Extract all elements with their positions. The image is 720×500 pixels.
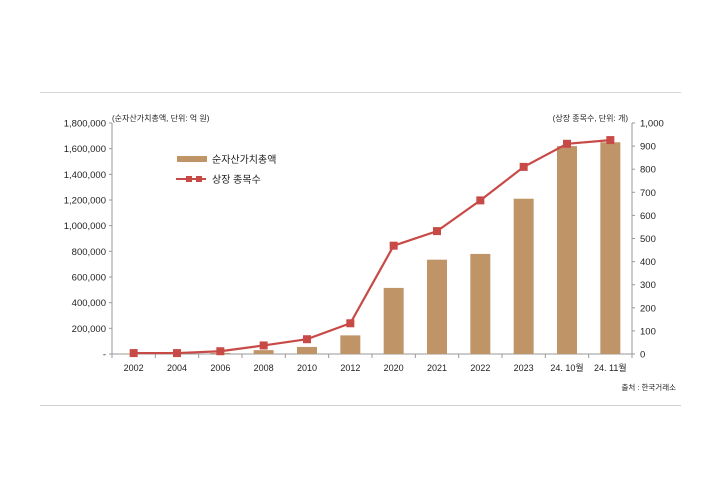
right-tick-label: 300 <box>640 280 656 291</box>
line-point <box>303 335 311 344</box>
line-point <box>563 139 571 148</box>
right-axis-label: (상장 종목수, 단위: 개) <box>553 113 629 123</box>
left-tick-label: - <box>103 350 106 361</box>
right-tick-label: 600 <box>640 211 656 222</box>
bar <box>470 253 491 354</box>
line-point <box>346 319 355 328</box>
x-tick-label: 2023 <box>514 363 534 373</box>
x-tick-label: 2012 <box>340 363 360 373</box>
left-tick-label: 400,000 <box>72 298 106 309</box>
left-axis-label: (순자산가치총액, 단위: 억 원) <box>112 113 210 123</box>
x-tick-label: 2008 <box>254 363 274 373</box>
legend-bar-swatch <box>177 156 207 162</box>
x-tick-label: 24. 10월 <box>550 362 583 373</box>
left-tick-label: 1,600,000 <box>64 144 106 155</box>
bar <box>427 259 447 354</box>
line-point <box>606 136 615 145</box>
right-tick-label: 900 <box>640 142 656 153</box>
legend-line-marker <box>196 176 202 182</box>
right-tick-label: 400 <box>640 257 656 268</box>
bar <box>600 142 621 354</box>
bar <box>297 346 317 354</box>
legend-line-marker <box>186 176 192 182</box>
line-point <box>433 227 441 236</box>
left-tick-label: 1,400,000 <box>64 170 106 181</box>
x-tick-label: 2022 <box>470 363 490 373</box>
left-tick-label: 1,000,000 <box>64 221 106 232</box>
line-point <box>389 241 398 250</box>
x-tick-label: 2006 <box>210 363 230 373</box>
left-tick-label: 800,000 <box>72 247 106 258</box>
source-note: 출처 : 한국거래소 <box>621 382 676 392</box>
left-tick-label: 200,000 <box>72 324 106 335</box>
x-tick-label: 2020 <box>384 363 404 373</box>
line-series <box>133 138 611 355</box>
x-tick-label: 2002 <box>124 363 144 373</box>
bar <box>340 335 361 354</box>
x-tick-label: 2010 <box>297 363 317 373</box>
x-tick-label: 24. 11월 <box>594 362 627 373</box>
right-tick-label: 200 <box>640 303 656 314</box>
x-tick-label: 2021 <box>427 363 447 373</box>
right-tick-label: 500 <box>640 234 656 245</box>
line-point <box>173 349 181 358</box>
left-tick-label: 1,200,000 <box>64 196 106 207</box>
right-tick-label: 0 <box>640 350 645 361</box>
bar <box>383 287 404 354</box>
chart-frame <box>40 92 681 406</box>
line-point <box>519 162 528 171</box>
legend: 순자산가치총액 상장 종목수 <box>176 154 276 186</box>
legend-line-label: 상장 종목수 <box>212 174 261 186</box>
line-point <box>259 341 268 350</box>
line-point <box>216 347 225 356</box>
right-tick-label: 100 <box>640 326 656 337</box>
bar <box>513 198 534 354</box>
legend-bar-label: 순자산가치총액 <box>212 154 276 166</box>
line-point <box>476 196 485 205</box>
right-tick-label: 1,000 <box>640 119 664 130</box>
left-tick-label: 1,800,000 <box>64 119 106 130</box>
bar <box>253 350 274 354</box>
bar <box>557 146 577 354</box>
right-tick-label: 700 <box>640 188 656 199</box>
line-point <box>129 349 138 358</box>
x-tick-label: 2004 <box>167 363 187 373</box>
right-tick-label: 800 <box>640 165 656 176</box>
left-tick-label: 600,000 <box>72 273 106 284</box>
